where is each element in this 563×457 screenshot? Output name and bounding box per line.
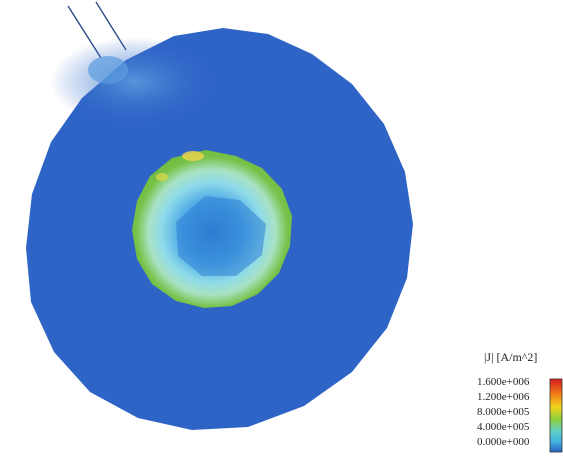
legend-tick-1600000: 1.600e+006 [477, 376, 530, 388]
legend-tick-400000: 4.000e+005 [477, 421, 530, 433]
legend-tick-800000: 8.000e+005 [477, 406, 530, 418]
hot-edge-spot-1 [182, 151, 204, 161]
entry-hotspot [50, 37, 220, 127]
legend-title: |J| [A/m^2] [484, 350, 538, 364]
hot-edge-spot-2 [156, 173, 168, 181]
entry-hotspot-core [88, 56, 128, 84]
legend-tick-1200000: 1.200e+006 [477, 391, 530, 403]
legend-colorbar [549, 378, 563, 453]
inner-core [176, 196, 266, 276]
legend-tick-0: 0.000e+000 [477, 436, 530, 448]
